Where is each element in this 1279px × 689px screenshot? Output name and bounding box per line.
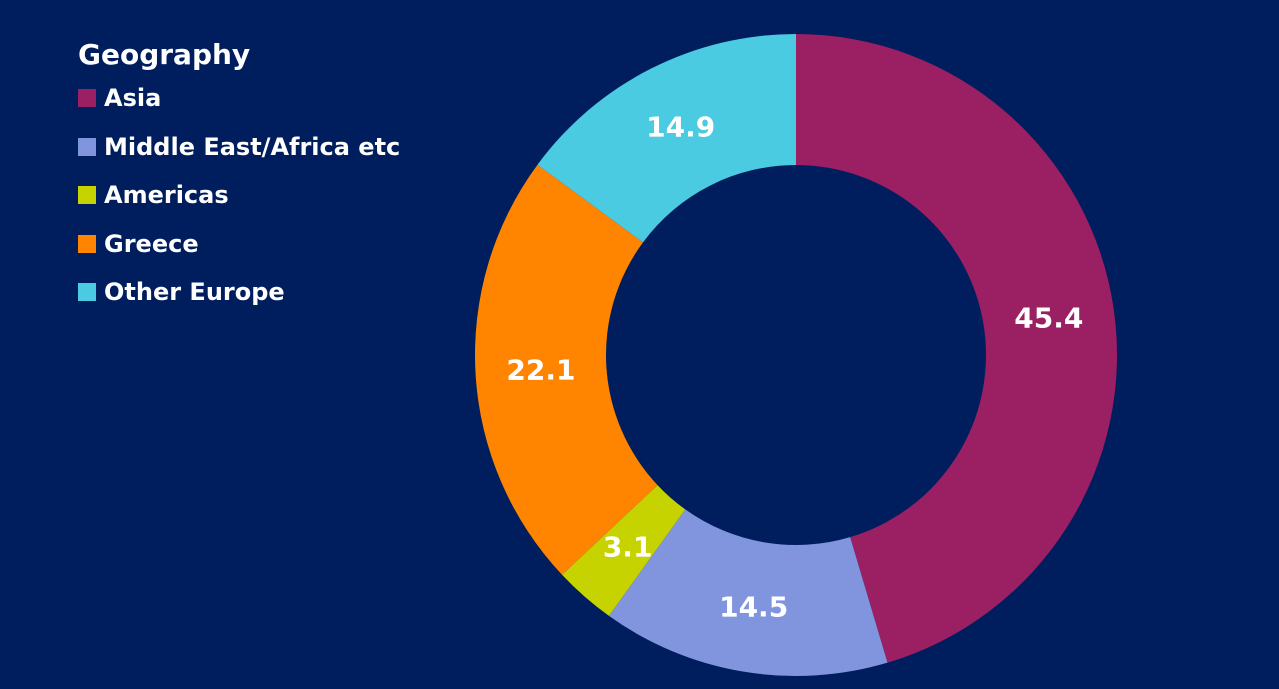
legend: Geography Asia Middle East/Africa etc Am… (78, 38, 400, 317)
legend-item-other-europe: Other Europe (78, 268, 400, 317)
legend-label: Asia (104, 84, 162, 113)
data-label-greece: 22.1 (506, 354, 575, 387)
legend-swatch (78, 89, 96, 108)
legend-swatch (78, 234, 96, 253)
data-label-asia: 45.4 (1014, 302, 1083, 335)
legend-item-americas: Americas (78, 171, 400, 220)
data-label-americas: 3.1 (603, 531, 653, 564)
slice-asia (796, 34, 1117, 663)
slice-americas (562, 485, 686, 616)
legend-label: Americas (104, 181, 229, 210)
donut-slices (475, 34, 1117, 676)
data-label-middle-east-africa: 14.5 (719, 590, 788, 623)
legend-item-middle-east-africa: Middle East/Africa etc (78, 123, 400, 172)
legend-label: Other Europe (104, 278, 285, 307)
data-label-other-europe: 14.9 (646, 110, 715, 143)
slice-other-europe (537, 34, 796, 243)
legend-swatch (78, 283, 96, 302)
legend-swatch (78, 137, 96, 156)
donut-labels: 45.4 14.5 3.1 22.1 14.9 (506, 110, 1083, 623)
legend-label: Middle East/Africa etc (104, 132, 401, 161)
legend-title: Geography (78, 38, 251, 71)
legend-item-asia: Asia (78, 74, 400, 123)
slice-middle-east-africa (608, 509, 888, 676)
legend-swatch (78, 186, 96, 205)
legend-item-greece: Greece (78, 220, 400, 269)
slice-greece (475, 164, 658, 575)
legend-label: Greece (104, 229, 199, 258)
legend-items: Asia Middle East/Africa etc Americas Gre… (78, 74, 400, 317)
